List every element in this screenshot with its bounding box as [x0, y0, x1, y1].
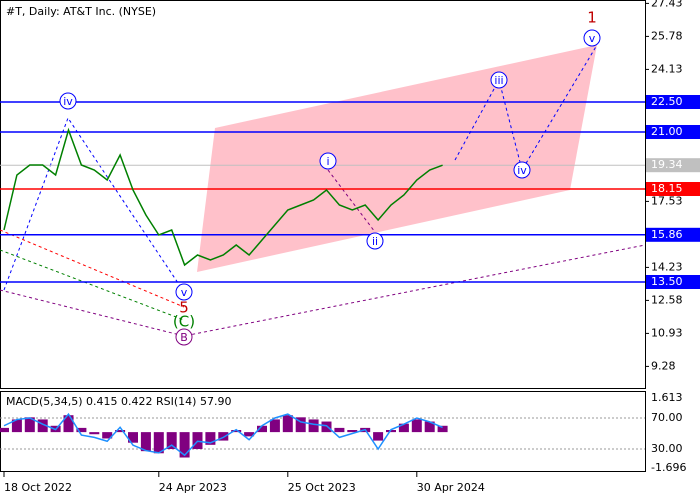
- macd-bar: [153, 432, 164, 454]
- macd-bar: [128, 432, 138, 443]
- macd-bar: [244, 432, 255, 437]
- y2-tick-label: 30.00: [651, 442, 683, 455]
- macd-bar: [63, 415, 74, 433]
- x-tick-label: 30 Apr 2024: [417, 481, 485, 494]
- wave-label: ii: [372, 235, 378, 248]
- macd-bar: [205, 432, 216, 445]
- y-tick-label: 25.78: [651, 29, 683, 42]
- macd-bar: [269, 419, 280, 433]
- level-tag: [646, 95, 700, 109]
- macd-bar: [24, 417, 35, 433]
- chart-title: #T, Daily: AT&T Inc. (NYSE): [6, 5, 156, 18]
- macd-bar: [411, 419, 422, 433]
- last-price-label: 19.34: [651, 158, 683, 171]
- y-tick-label: -1.696: [651, 461, 686, 474]
- level-tag: [646, 227, 700, 242]
- wave-label: v: [181, 286, 188, 299]
- x-tick-label: 24 Apr 2023: [159, 481, 227, 494]
- macd-bar: [398, 423, 409, 433]
- macd-bar: [76, 427, 87, 433]
- x-tick-label: 25 Oct 2023: [288, 481, 356, 494]
- wave-label: v: [589, 32, 596, 45]
- level-label: 22.50: [651, 95, 683, 108]
- wave-label: 5: [179, 299, 189, 317]
- wave-label: 1: [587, 9, 597, 27]
- wave-lines: [0, 44, 646, 337]
- macd-bar: [347, 430, 358, 433]
- level-label: 18.15: [651, 182, 683, 195]
- wave-circle: [59, 92, 77, 110]
- y-tick-label: 24.13: [651, 62, 683, 75]
- macd-bar: [0, 427, 9, 433]
- macd-bar: [89, 432, 100, 435]
- wave-circle: [319, 152, 337, 170]
- x-tick-label: 18 Oct 2022: [4, 481, 72, 494]
- y-tick-label: 10.93: [651, 326, 683, 339]
- wave-circle: [175, 283, 193, 301]
- level-label: 15.86: [651, 228, 683, 241]
- macd-bar: [166, 432, 177, 450]
- wave-label: (C): [173, 313, 195, 331]
- last-price-tag: [646, 158, 700, 173]
- macd-bar: [437, 425, 448, 433]
- wave-label: i: [326, 155, 329, 168]
- macd-bar: [424, 421, 435, 433]
- level-tag: [646, 125, 700, 139]
- macd-bar: [373, 432, 384, 441]
- wave-circle: [175, 328, 193, 346]
- y-tick-label: 27.43: [651, 0, 683, 9]
- macd-bar: [282, 415, 293, 433]
- macd-bar: [37, 419, 48, 433]
- macd-bar: [179, 432, 190, 458]
- y-tick-label: 12.58: [651, 293, 683, 306]
- macd-bar: [334, 427, 345, 433]
- macd-bar: [102, 432, 113, 439]
- macd-bar: [231, 430, 242, 433]
- y-tick-label: 14.23: [651, 260, 683, 273]
- level-label: 13.50: [651, 275, 683, 288]
- indicator-title: MACD(5,34,5) 0.415 0.422 RSI(14) 57.90: [6, 395, 231, 408]
- y-tick-label: 1.613: [651, 391, 683, 404]
- wave-label: iv: [517, 164, 527, 177]
- macd-bar: [386, 430, 396, 433]
- y-tick-label: 9.28: [651, 359, 676, 372]
- macd-bar: [308, 419, 319, 433]
- wave-label: iv: [63, 95, 73, 108]
- level-tag: [646, 182, 700, 196]
- macd-bar: [295, 417, 306, 433]
- level-label: 21.00: [651, 125, 683, 138]
- wave-label: iii: [494, 74, 503, 87]
- macd-bar: [140, 432, 151, 452]
- macd-bar: [11, 419, 22, 433]
- wave-circle: [583, 29, 601, 47]
- wave-circle: [490, 71, 508, 89]
- level-tag: [646, 275, 700, 289]
- wave-label: B: [180, 331, 188, 344]
- wave-circle: [513, 161, 531, 179]
- macd-bar: [257, 425, 267, 433]
- y2-tick-label: 70.00: [651, 411, 683, 424]
- price-line: [3, 127, 443, 267]
- macd-bar: [115, 430, 126, 433]
- wave-circle: [366, 232, 384, 250]
- rsi-line: [3, 412, 443, 457]
- y-tick-label: 17.53: [651, 194, 683, 207]
- macd-bar: [321, 421, 332, 433]
- macd-bar: [218, 432, 229, 441]
